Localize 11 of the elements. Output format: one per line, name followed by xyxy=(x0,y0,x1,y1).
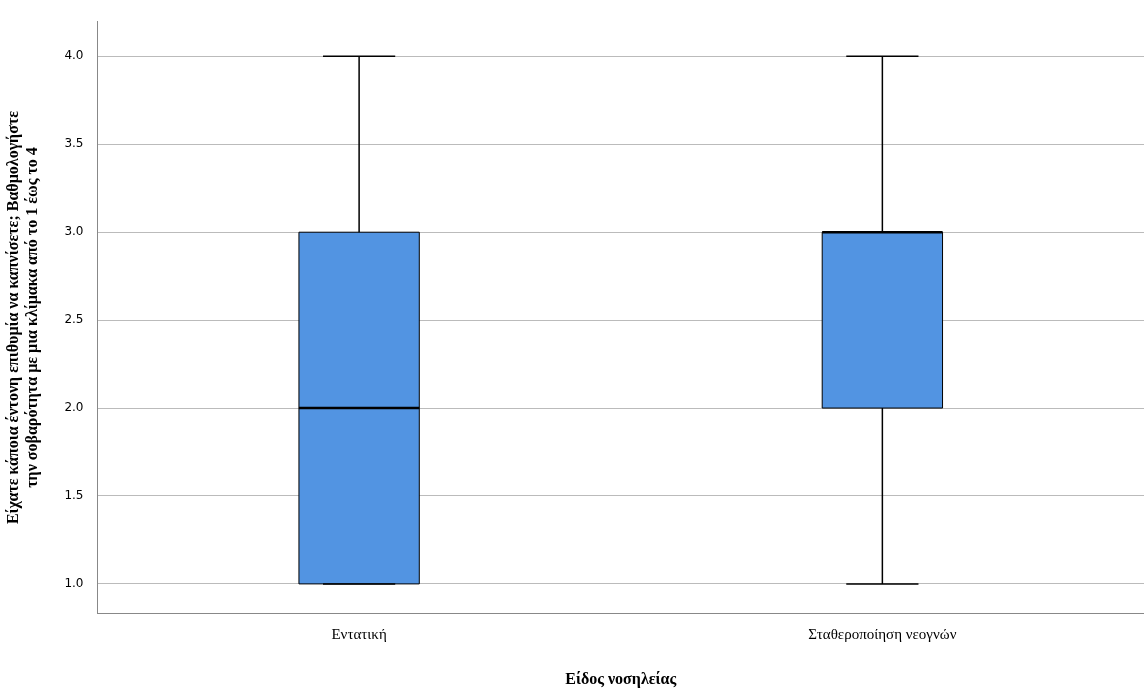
y-tick-label: 2.0 xyxy=(64,400,84,415)
y-tick-label: 1.0 xyxy=(64,576,84,591)
y-tick-label: 3.0 xyxy=(64,224,84,239)
y-tick-label: 3.5 xyxy=(64,136,84,151)
y-tick-label: 1.5 xyxy=(64,488,84,503)
x-axis-title: Είδος νοσηλείας xyxy=(565,669,677,688)
y-tick-label: 2.5 xyxy=(64,312,84,327)
x-tick-label: Εντατική xyxy=(331,625,387,642)
y-tick-label: 4.0 xyxy=(64,48,84,63)
y-axis-title: Είχατε κάποια έντονη επιθυμία να καπνίσετε; Βαθμολογήστε την σοβαρότητα με μια κλίμακα από το 1 έως το 4 xyxy=(3,110,41,525)
x-tick-label: Σταθεροποίηση νεογνών xyxy=(808,625,957,642)
